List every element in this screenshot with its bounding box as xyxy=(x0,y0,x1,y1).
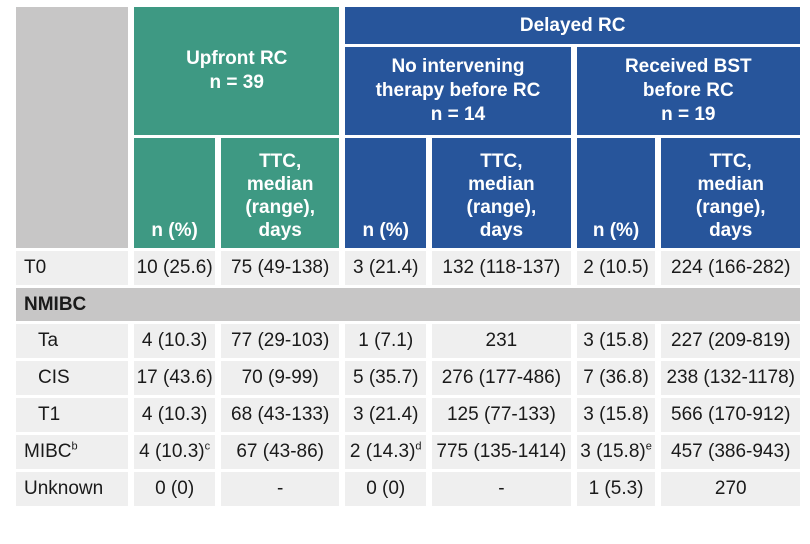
cell-value: 125 (77-133) xyxy=(432,398,571,432)
cell-value: 3 (21.4) xyxy=(345,398,427,432)
table-row: T0 10 (25.6) 75 (49-138) 3 (21.4) 132 (1… xyxy=(16,251,800,285)
cell-value: 5 (35.7) xyxy=(345,361,427,395)
header-ttc: TTC, median (range), days xyxy=(221,138,340,248)
header-no-intervening: No intervening therapy before RC n = 14 xyxy=(345,47,571,135)
header-ttc: TTC, median (range), days xyxy=(661,138,800,248)
cell-value: 231 xyxy=(432,324,571,358)
cell-value: 270 xyxy=(661,472,800,506)
header-upfront-rc: Upfront RC n = 39 xyxy=(134,7,340,135)
cell-value: 0 (0) xyxy=(134,472,216,506)
cell-value: 4 (10.3)c xyxy=(134,435,216,469)
row-label-text: MIBC xyxy=(24,441,72,462)
cell-value: 70 (9-99) xyxy=(221,361,340,395)
row-label: Ta xyxy=(16,324,129,358)
cell-value: 1 (5.3) xyxy=(576,472,656,506)
ttc-line2: median xyxy=(246,174,314,195)
header-row-1: Upfront RC n = 39 Delayed RC xyxy=(16,7,800,248)
cell-value: 276 (177-486) xyxy=(432,361,571,395)
section-row: NMIBC xyxy=(16,288,800,321)
cell-value: 457 (386-943) xyxy=(661,435,800,469)
cell-value: 1 (7.1) xyxy=(345,324,427,358)
cell-text: 4 (10.3) xyxy=(139,441,205,462)
cell-value: 3 (15.8) xyxy=(576,398,656,432)
table-row: Ta 4 (10.3) 77 (29-103) 1 (7.1) 231 3 (1… xyxy=(16,324,800,358)
cell-value: 4 (10.3) xyxy=(134,398,216,432)
table-row: T1 4 (10.3) 68 (43-133) 3 (21.4) 125 (77… xyxy=(16,398,800,432)
cell-text: 2 (14.3) xyxy=(349,441,416,462)
table-row: Unknown 0 (0) - 0 (0) - 1 (5.3) 270 xyxy=(16,472,800,506)
received-bst-line1: Received BST xyxy=(624,56,752,77)
ttc-line3: (range), xyxy=(466,197,537,218)
cell-text: 3 (15.8) xyxy=(580,441,646,462)
table-row: CIS 17 (43.6) 70 (9-99) 5 (35.7) 276 (17… xyxy=(16,361,800,395)
header-n-pct: n (%) xyxy=(134,138,216,248)
ttc-line4: days xyxy=(258,220,302,241)
cell-value: 0 (0) xyxy=(345,472,427,506)
cell-value: 4 (10.3) xyxy=(134,324,216,358)
header-row-3: n (%) TTC, median (range), days n (%) TT… xyxy=(16,138,800,248)
cell-value: 3 (15.8)e xyxy=(576,435,656,469)
cell-value: 224 (166-282) xyxy=(661,251,800,285)
cell-value: 2 (14.3)d xyxy=(345,435,427,469)
no-intervening-n: n = 14 xyxy=(430,104,486,125)
row-label: Unknown xyxy=(16,472,129,506)
cell-value: - xyxy=(432,472,571,506)
header-delayed-rc: Delayed RC xyxy=(345,7,800,44)
ttc-line3: (range), xyxy=(695,197,766,218)
cell-value: 7 (36.8) xyxy=(576,361,656,395)
ttc-line1: TTC, xyxy=(709,151,752,172)
row-label: T0 xyxy=(16,251,129,285)
section-label-nmibc: NMIBC xyxy=(16,288,800,321)
table-row: MIBCb 4 (10.3)c 67 (43-86) 2 (14.3)d 775… xyxy=(16,435,800,469)
cell-value: 238 (132-1178) xyxy=(661,361,800,395)
cell-value: 2 (10.5) xyxy=(576,251,656,285)
upfront-title: Upfront RC xyxy=(186,48,288,69)
row-label: MIBCb xyxy=(16,435,129,469)
cell-value: 566 (170-912) xyxy=(661,398,800,432)
results-table: Upfront RC n = 39 Delayed RC No interven… xyxy=(10,4,806,509)
header-n-pct: n (%) xyxy=(576,138,656,248)
cell-value: - xyxy=(221,472,340,506)
cell-value: 67 (43-86) xyxy=(221,435,340,469)
cell-value: 75 (49-138) xyxy=(221,251,340,285)
cell-value: 10 (25.6) xyxy=(134,251,216,285)
header-corner xyxy=(16,7,129,248)
header-ttc: TTC, median (range), days xyxy=(432,138,571,248)
cell-value: 68 (43-133) xyxy=(221,398,340,432)
cell-value: 3 (15.8) xyxy=(576,324,656,358)
header-received-bst: Received BST before RC n = 19 xyxy=(576,47,800,135)
ttc-line2: median xyxy=(697,174,764,195)
footnote-marker: c xyxy=(204,440,211,453)
no-intervening-line1: No intervening xyxy=(391,56,525,77)
footnote-marker: d xyxy=(415,440,422,453)
row-label: CIS xyxy=(16,361,129,395)
ttc-line4: days xyxy=(479,220,524,241)
cell-value: 3 (21.4) xyxy=(345,251,427,285)
header-n-pct: n (%) xyxy=(345,138,427,248)
upfront-n: n = 39 xyxy=(209,72,264,93)
ttc-line1: TTC, xyxy=(480,151,523,172)
received-bst-line2: before RC xyxy=(642,80,734,101)
no-intervening-line2: therapy before RC xyxy=(375,80,541,101)
cell-value: 132 (118-137) xyxy=(432,251,571,285)
ttc-line3: (range), xyxy=(245,197,316,218)
cell-value: 77 (29-103) xyxy=(221,324,340,358)
footnote-marker: b xyxy=(71,440,78,453)
cell-value: 227 (209-819) xyxy=(661,324,800,358)
row-label: T1 xyxy=(16,398,129,432)
cell-value: 17 (43.6) xyxy=(134,361,216,395)
ttc-line1: TTC, xyxy=(259,151,302,172)
received-bst-n: n = 19 xyxy=(661,104,716,125)
footnote-marker: e xyxy=(645,440,652,453)
cell-value: 775 (135-1414) xyxy=(432,435,571,469)
ttc-line4: days xyxy=(709,220,753,241)
ttc-line2: median xyxy=(468,174,535,195)
header-row-2: No intervening therapy before RC n = 14 … xyxy=(16,47,800,135)
